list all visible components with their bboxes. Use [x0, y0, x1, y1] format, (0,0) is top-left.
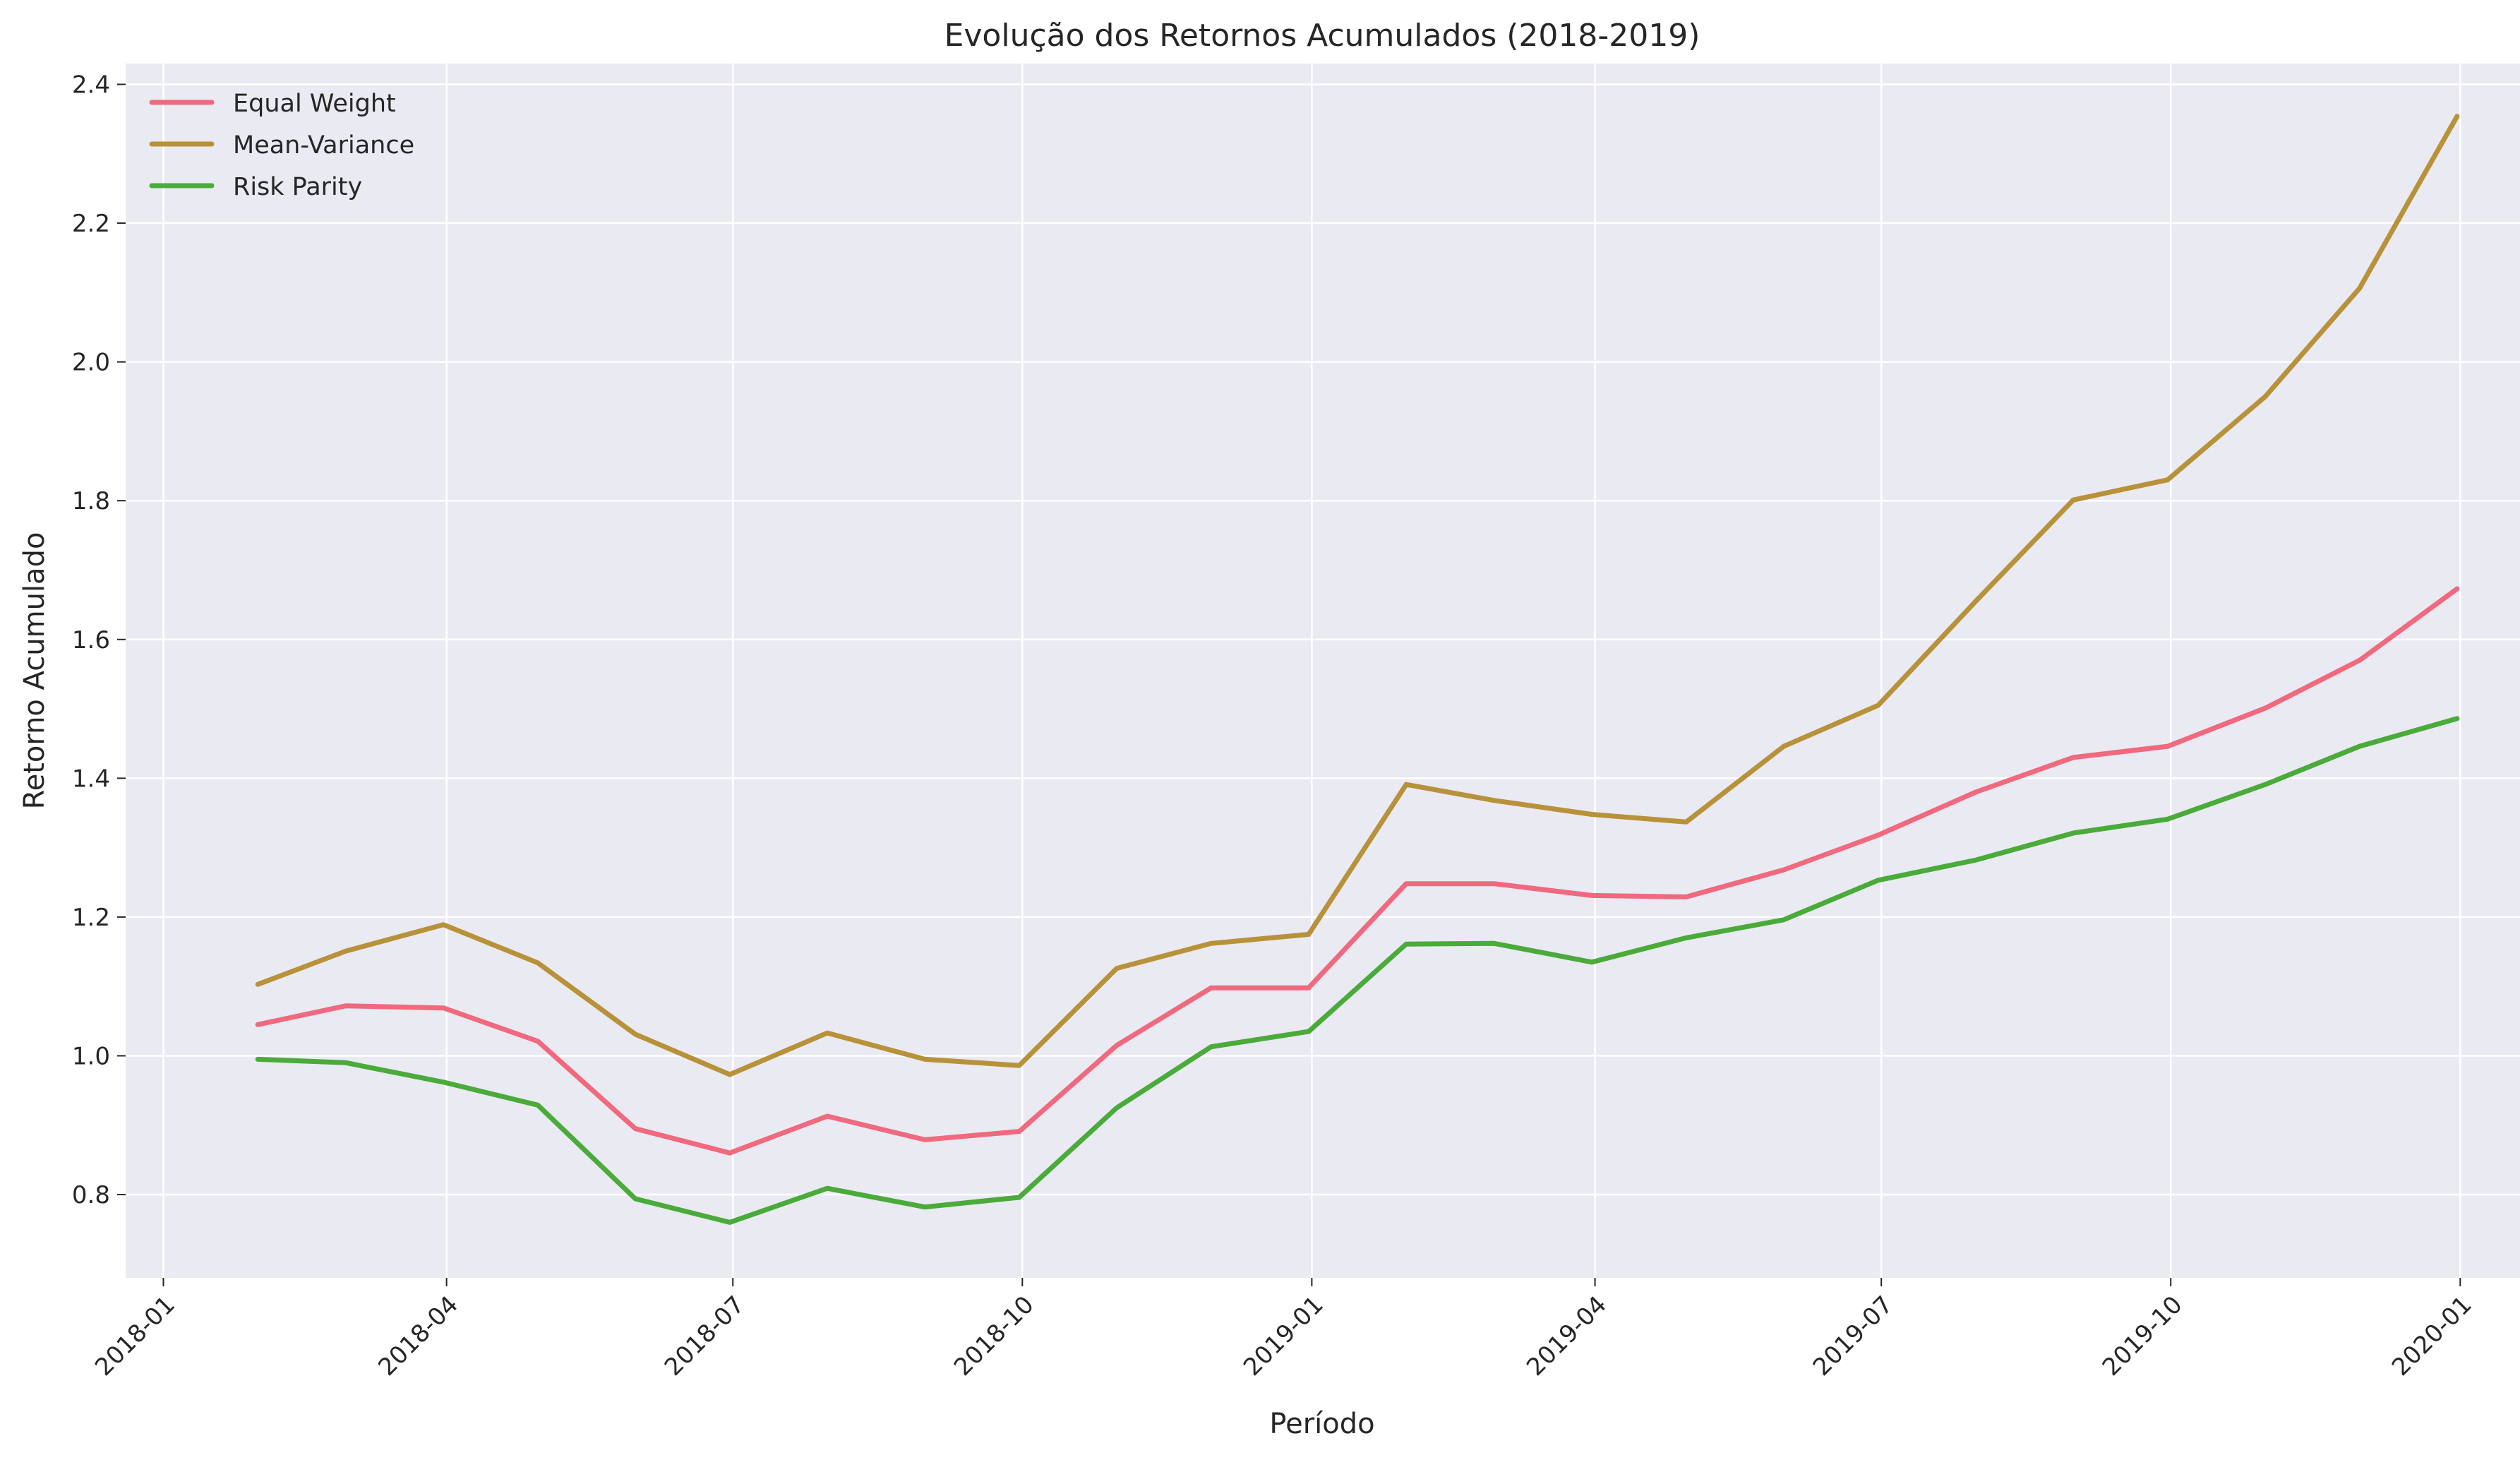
series-line-risk-parity	[255, 716, 2460, 1225]
y-axis-label: Retorno Acumulado	[18, 532, 51, 810]
y-tick-label: 2.2	[72, 210, 110, 238]
x-tick-label: 2019-01	[1238, 1291, 1329, 1382]
legend: Equal Weight Mean-Variance Risk Parity	[149, 90, 414, 201]
legend-label-mean-variance: Mean-Variance	[233, 131, 414, 160]
x-tick-label: 2018-01	[90, 1291, 181, 1382]
x-axis: 2018-01 2018-04 2018-07 2018-10 2019-01 2019-…	[90, 1278, 2478, 1382]
y-tick-label: 0.8	[72, 1181, 110, 1209]
y-tick-label: 2.4	[72, 71, 110, 99]
series-line-equal-weight	[255, 586, 2460, 1156]
y-tick-label: 1.0	[72, 1042, 110, 1070]
plot-background	[126, 64, 2520, 1278]
x-tick-label: 2018-04	[373, 1291, 464, 1382]
legend-label-equal-weight: Equal Weight	[233, 90, 396, 118]
legend-label-risk-parity: Risk Parity	[233, 173, 362, 201]
y-tick-label: 1.6	[72, 626, 110, 654]
x-tick-label: 2019-04	[1521, 1291, 1612, 1382]
series-line-mean-variance	[255, 114, 2460, 1077]
y-tick-label: 2.0	[72, 349, 110, 377]
grid	[126, 64, 2520, 1278]
x-tick-label: 2018-07	[659, 1291, 750, 1382]
y-tick-label: 1.2	[72, 904, 110, 932]
chart-title: Evolução dos Retornos Acumulados (2018-2…	[944, 18, 1700, 54]
x-axis-label: Período	[1269, 1408, 1374, 1440]
x-tick-label: 2018-10	[949, 1291, 1040, 1382]
x-tick-label: 2020-01	[2387, 1291, 2478, 1382]
y-tick-label: 1.8	[72, 487, 110, 515]
y-axis: 0.8 1.0 1.2 1.4 1.6 1.8 2.0 2.2 2.4	[72, 71, 126, 1209]
series-layer	[255, 114, 2460, 1225]
x-tick-label: 2019-10	[2097, 1291, 2188, 1382]
y-tick-label: 1.4	[72, 765, 110, 793]
x-tick-label: 2019-07	[1808, 1291, 1899, 1382]
